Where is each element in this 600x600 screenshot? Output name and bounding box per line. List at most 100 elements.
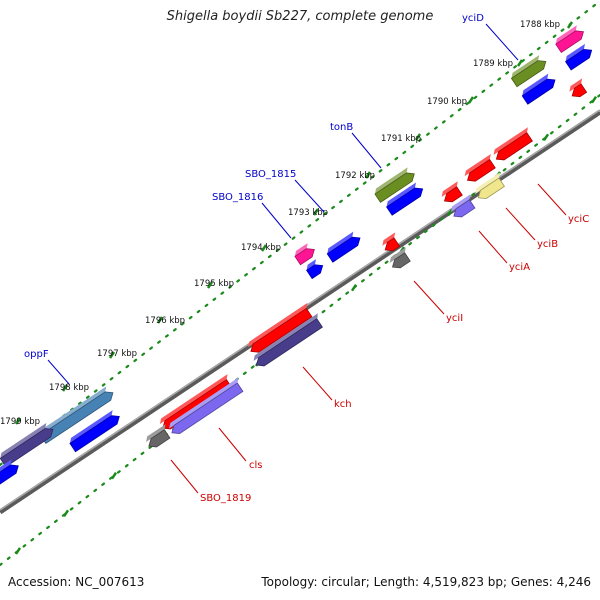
gene-feature-bevel bbox=[374, 167, 408, 195]
scale-tick bbox=[260, 244, 268, 252]
gene-feature-body bbox=[391, 252, 411, 269]
reverse-tick bbox=[14, 547, 22, 555]
gene-feature-body bbox=[386, 187, 424, 216]
scale-tick bbox=[414, 133, 422, 141]
gene-feature-body bbox=[374, 172, 415, 203]
scale-tick bbox=[364, 171, 372, 179]
gene-label: SBO_1815 bbox=[245, 169, 296, 180]
gene-feature bbox=[386, 182, 424, 216]
gene-leader-line bbox=[485, 23, 519, 61]
gene-feature-body bbox=[477, 177, 505, 200]
gene-feature-body bbox=[571, 83, 588, 98]
scale-tick-label: 1793 kbp bbox=[288, 208, 328, 218]
gene-feature bbox=[451, 194, 476, 218]
gene-feature bbox=[475, 172, 505, 200]
gene-feature bbox=[253, 313, 323, 367]
gene-feature bbox=[146, 424, 171, 448]
scale-tick-label: 1791 kbp bbox=[381, 134, 421, 144]
gene-feature-bevel bbox=[0, 422, 47, 459]
reverse-tick bbox=[110, 472, 118, 480]
gene-feature bbox=[294, 243, 315, 266]
gene-feature-body bbox=[443, 186, 463, 203]
gene-feature-bevel bbox=[248, 302, 308, 348]
accession-label: Accession: NC_007613 bbox=[8, 575, 145, 589]
gene-label: kch bbox=[334, 399, 352, 410]
gene-feature-body bbox=[521, 78, 556, 105]
gene-label: tonB bbox=[330, 122, 353, 133]
scale-tick-label: 1794 kbp bbox=[241, 243, 281, 253]
gene-feature-bevel bbox=[569, 78, 583, 92]
scale-tick-label: 1795 kbp bbox=[194, 279, 234, 289]
gene-label: yciI bbox=[446, 313, 463, 324]
gene-feature bbox=[382, 232, 401, 252]
gene-feature-body bbox=[0, 464, 19, 495]
gene-leader-line bbox=[294, 179, 325, 213]
gene-feature-bevel bbox=[386, 182, 416, 207]
gene-leader-line bbox=[413, 280, 445, 315]
gene-leader-line bbox=[302, 366, 333, 401]
gene-feature-bevel bbox=[382, 232, 396, 246]
gene-feature-bevel bbox=[146, 424, 166, 442]
gene-feature-bevel bbox=[327, 231, 354, 254]
gene-feature bbox=[326, 231, 361, 263]
reverse-tick bbox=[542, 133, 550, 141]
gene-feature-body bbox=[466, 158, 496, 182]
gene-feature-body bbox=[250, 307, 313, 353]
gene-feature-bevel bbox=[169, 377, 239, 429]
scale-tick bbox=[61, 384, 69, 392]
gene-feature-body bbox=[555, 30, 585, 54]
gene-feature-body bbox=[453, 199, 476, 218]
gene-feature-bevel bbox=[464, 153, 491, 177]
scale-tick-label: 1789 kbp bbox=[473, 59, 513, 69]
gene-feature-bevel bbox=[253, 313, 318, 361]
gene-feature-bevel bbox=[294, 243, 308, 257]
reverse-tick bbox=[350, 284, 358, 292]
gene-leader-line bbox=[505, 207, 536, 241]
gene-feature-body bbox=[39, 391, 114, 445]
gene-leader-line bbox=[261, 202, 292, 239]
scale-tick-label: 1799 kbp bbox=[0, 417, 40, 427]
gene-leader-line bbox=[47, 359, 70, 385]
scale-tick-label: 1797 kbp bbox=[97, 349, 137, 359]
gene-feature-body bbox=[171, 382, 244, 434]
gene-feature-body bbox=[255, 318, 323, 367]
gene-feature-bevel bbox=[475, 172, 500, 194]
gene-feature bbox=[521, 73, 556, 105]
gene-feature-bevel bbox=[555, 25, 577, 45]
gene-feature-bevel bbox=[511, 55, 540, 79]
scale-tick bbox=[566, 21, 574, 29]
gene-feature-bevel bbox=[306, 259, 317, 271]
gene-feature bbox=[248, 302, 313, 353]
gene-feature-body bbox=[384, 237, 401, 252]
gene-feature bbox=[0, 459, 19, 495]
gene-feature-body bbox=[69, 415, 120, 453]
gene-leader-line bbox=[478, 230, 508, 264]
gene-leader-line bbox=[218, 427, 247, 462]
gene-feature-body bbox=[0, 428, 54, 468]
gene-feature bbox=[569, 78, 588, 98]
reverse-tick bbox=[446, 208, 454, 217]
gene-label: SBO_1819 bbox=[200, 493, 251, 504]
gene-label: yciD bbox=[462, 13, 484, 24]
scale-tick-label: 1790 kbp bbox=[427, 97, 467, 107]
gene-leader-line bbox=[351, 132, 382, 169]
gene-label: oppF bbox=[24, 349, 49, 360]
scale-tick bbox=[312, 208, 320, 216]
gene-leader-line bbox=[537, 183, 567, 216]
reverse-tick bbox=[62, 509, 70, 517]
gene-feature bbox=[389, 247, 411, 269]
gene-leader-line bbox=[170, 459, 199, 494]
gene-feature-body bbox=[326, 236, 361, 263]
scale-tick bbox=[467, 96, 475, 104]
gene-label: cls bbox=[249, 460, 263, 471]
scale-tick-label: 1788 kbp bbox=[520, 20, 560, 30]
gene-feature bbox=[441, 181, 463, 203]
scale-tick bbox=[14, 417, 22, 425]
gene-label: yciB bbox=[537, 239, 558, 250]
gene-feature-bevel bbox=[441, 181, 458, 197]
gene-feature bbox=[0, 422, 54, 468]
gene-feature-bevel bbox=[451, 194, 471, 212]
gene-label: SBO_1816 bbox=[212, 192, 263, 203]
gene-feature bbox=[510, 55, 547, 88]
